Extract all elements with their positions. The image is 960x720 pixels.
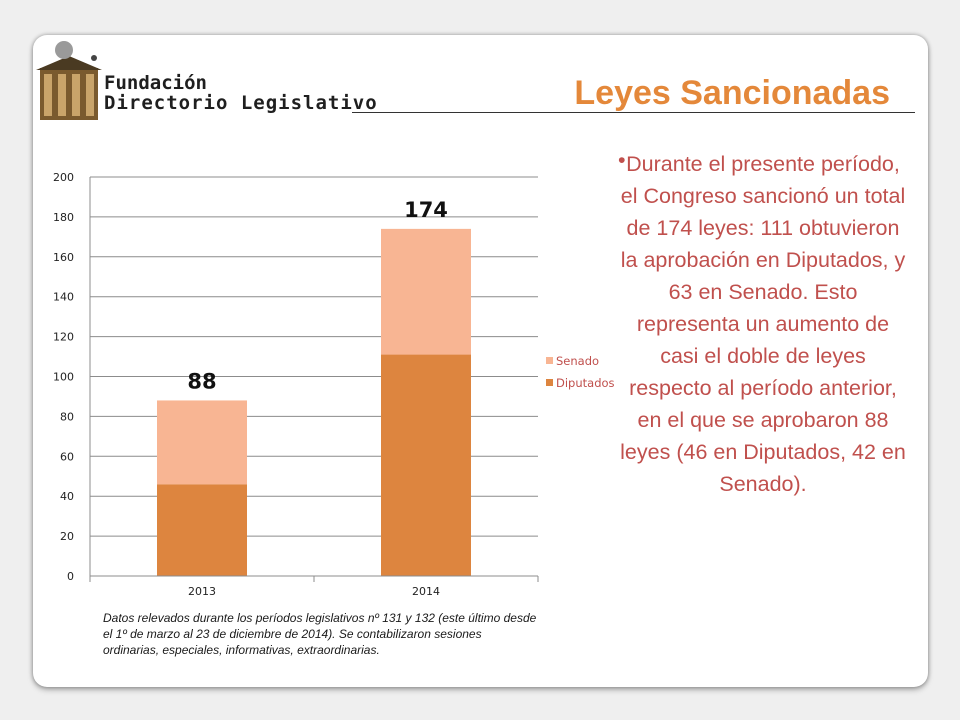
y-tick-label: 80 bbox=[60, 410, 74, 423]
summary-paragraph: Durante el presente período, el Congreso… bbox=[620, 152, 906, 496]
x-tick-label: 2014 bbox=[412, 585, 440, 598]
logo-name-line-2: Directorio Legislativo bbox=[104, 92, 378, 114]
y-tick-label: 200 bbox=[53, 171, 74, 184]
y-tick-label: 60 bbox=[60, 450, 74, 463]
y-tick-label: 160 bbox=[53, 251, 74, 264]
bar-senado-2013 bbox=[157, 400, 247, 485]
y-tick-label: 0 bbox=[67, 570, 74, 583]
total-label-2014: 174 bbox=[404, 198, 448, 222]
total-label-2013: 88 bbox=[187, 369, 216, 393]
bar-diputados-2013 bbox=[157, 484, 247, 576]
y-tick-label: 120 bbox=[53, 331, 74, 344]
y-tick-label: 40 bbox=[60, 490, 74, 503]
bullet-marker: • bbox=[618, 148, 626, 172]
legend-label-senado: Senado bbox=[556, 354, 599, 368]
chart-footnote: Datos relevados durante los períodos leg… bbox=[103, 611, 537, 657]
bar-senado-2014 bbox=[381, 228, 471, 355]
title-divider bbox=[352, 112, 915, 113]
y-tick-label: 180 bbox=[53, 211, 74, 224]
legend-swatch-diputados bbox=[546, 379, 553, 386]
legend-swatch-senado bbox=[546, 357, 553, 364]
legend-label-diputados: Diputados bbox=[556, 376, 615, 390]
slide-title: Leyes Sancionadas bbox=[574, 74, 890, 112]
x-tick-label: 2013 bbox=[188, 585, 216, 598]
stacked-bar-chart: 0 20 40 60 80 100 120 140 160 180 200 2013 88 2014 174… bbox=[53, 171, 615, 598]
y-tick-label: 140 bbox=[53, 291, 74, 304]
bar-diputados-2014 bbox=[381, 354, 471, 576]
y-tick-label: 100 bbox=[53, 371, 74, 384]
slide-frame bbox=[33, 35, 928, 687]
y-tick-label: 20 bbox=[60, 530, 74, 543]
logo-emblem-icon bbox=[36, 41, 102, 120]
logo-name-line-1: Fundación bbox=[104, 72, 207, 94]
